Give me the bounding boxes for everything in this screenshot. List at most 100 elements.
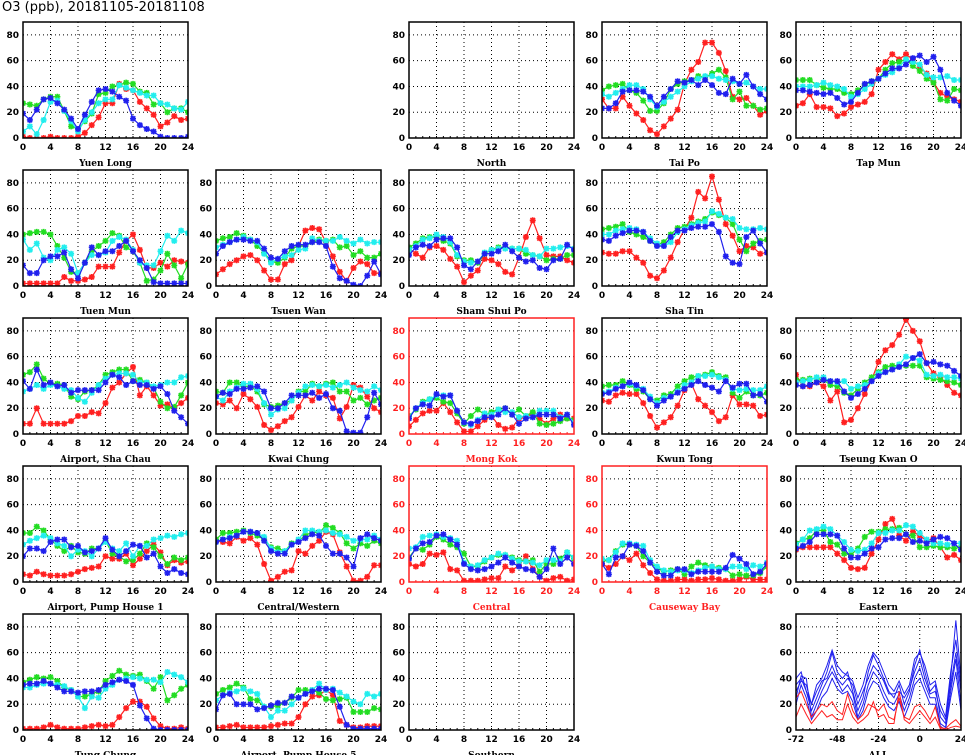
- x-tick-label: 4: [240, 439, 246, 449]
- data-point-blue: [171, 280, 178, 286]
- data-point-blue: [516, 420, 522, 427]
- data-point-red: [461, 279, 467, 286]
- data-point-blue: [633, 87, 640, 94]
- data-point-red: [274, 276, 281, 283]
- data-point-red: [454, 419, 461, 426]
- data-point-cyan: [178, 531, 185, 538]
- panel-title: Tai Po: [669, 159, 700, 169]
- data-point-blue: [357, 429, 364, 434]
- x-tick-label: 0: [20, 439, 26, 449]
- data-point-cyan: [302, 245, 309, 252]
- y-tick-label: 20: [199, 700, 212, 710]
- data-point-cyan: [923, 536, 930, 543]
- data-point-green: [951, 86, 958, 93]
- data-point-blue: [799, 542, 806, 549]
- data-point-red: [454, 263, 461, 270]
- y-tick-label: 80: [392, 31, 405, 41]
- data-point-red: [419, 254, 426, 261]
- x-tick-label: 20: [347, 587, 360, 597]
- data-point-green: [219, 235, 226, 242]
- data-point-cyan: [536, 407, 543, 414]
- data-point-red: [944, 554, 951, 561]
- x-tick-label: 20: [540, 735, 553, 745]
- data-point-green: [164, 697, 171, 704]
- data-point-cyan: [516, 245, 522, 252]
- data-point-blue: [702, 382, 709, 389]
- data-point-red: [861, 391, 868, 398]
- data-point-green: [882, 526, 889, 533]
- y-tick-label: 40: [392, 674, 405, 684]
- data-point-red: [454, 567, 461, 574]
- data-point-red: [219, 401, 226, 408]
- data-point-cyan: [371, 239, 378, 246]
- data-point-red: [295, 714, 302, 721]
- data-point-blue: [612, 232, 619, 239]
- data-point-cyan: [923, 371, 930, 378]
- data-point-green: [143, 277, 150, 284]
- y-tick-label: 60: [392, 501, 405, 511]
- data-point-red: [364, 393, 371, 400]
- chart-panel: 02040608004812162024Southern: [392, 613, 580, 755]
- y-tick-label: 20: [199, 404, 212, 414]
- data-point-cyan: [54, 540, 61, 547]
- data-point-red: [412, 416, 419, 423]
- x-tick-label: 16: [513, 291, 526, 301]
- data-point-cyan: [116, 234, 123, 241]
- data-point-blue: [130, 681, 136, 688]
- data-point-green: [841, 550, 848, 557]
- data-point-blue: [102, 681, 109, 688]
- data-point-red: [440, 549, 447, 556]
- data-point-cyan: [171, 105, 178, 112]
- data-point-blue: [419, 401, 426, 408]
- data-point-red: [261, 267, 268, 274]
- data-point-red: [226, 397, 233, 404]
- data-point-blue: [350, 563, 357, 570]
- data-point-red: [715, 196, 722, 203]
- x-tick-label: 8: [268, 735, 274, 745]
- data-point-cyan: [820, 79, 827, 86]
- data-point-red: [626, 248, 633, 255]
- data-point-cyan: [799, 378, 806, 385]
- x-tick-label: 16: [900, 143, 913, 153]
- data-point-blue: [240, 236, 247, 243]
- data-point-red: [33, 405, 40, 412]
- data-point-cyan: [61, 683, 68, 690]
- panel-title: Yuen Long: [78, 159, 132, 169]
- data-point-blue: [543, 411, 550, 418]
- data-point-blue: [171, 407, 178, 414]
- x-tick-label: 24: [375, 587, 388, 597]
- data-point-green: [640, 234, 647, 241]
- data-point-red: [688, 577, 695, 582]
- x-tick-label: 0: [406, 143, 412, 153]
- data-point-red: [247, 252, 254, 259]
- y-tick-label: 0: [13, 430, 19, 440]
- data-point-green: [68, 123, 75, 130]
- data-point-blue: [612, 385, 619, 392]
- data-point-cyan: [750, 387, 757, 394]
- data-point-red: [75, 133, 81, 138]
- data-point-blue: [550, 545, 557, 552]
- data-point-red: [633, 550, 640, 557]
- data-point-red: [157, 259, 164, 266]
- data-point-red: [261, 724, 268, 730]
- data-point-red: [654, 576, 660, 582]
- data-point-red: [281, 720, 288, 727]
- data-point-blue: [329, 263, 336, 270]
- data-point-blue: [268, 548, 274, 555]
- data-point-cyan: [281, 405, 288, 412]
- data-point-blue: [274, 550, 281, 557]
- data-point-red: [116, 714, 123, 721]
- data-point-blue: [343, 721, 350, 728]
- data-point-green: [343, 243, 350, 250]
- data-point-red: [667, 254, 674, 261]
- data-point-blue: [564, 411, 571, 418]
- data-point-red: [116, 249, 123, 256]
- x-tick-label: 12: [678, 143, 691, 153]
- data-point-blue: [295, 392, 302, 399]
- data-point-blue: [930, 358, 937, 365]
- data-point-green: [164, 560, 171, 567]
- data-point-green: [605, 83, 612, 90]
- data-point-green: [26, 369, 33, 376]
- data-point-cyan: [516, 558, 522, 565]
